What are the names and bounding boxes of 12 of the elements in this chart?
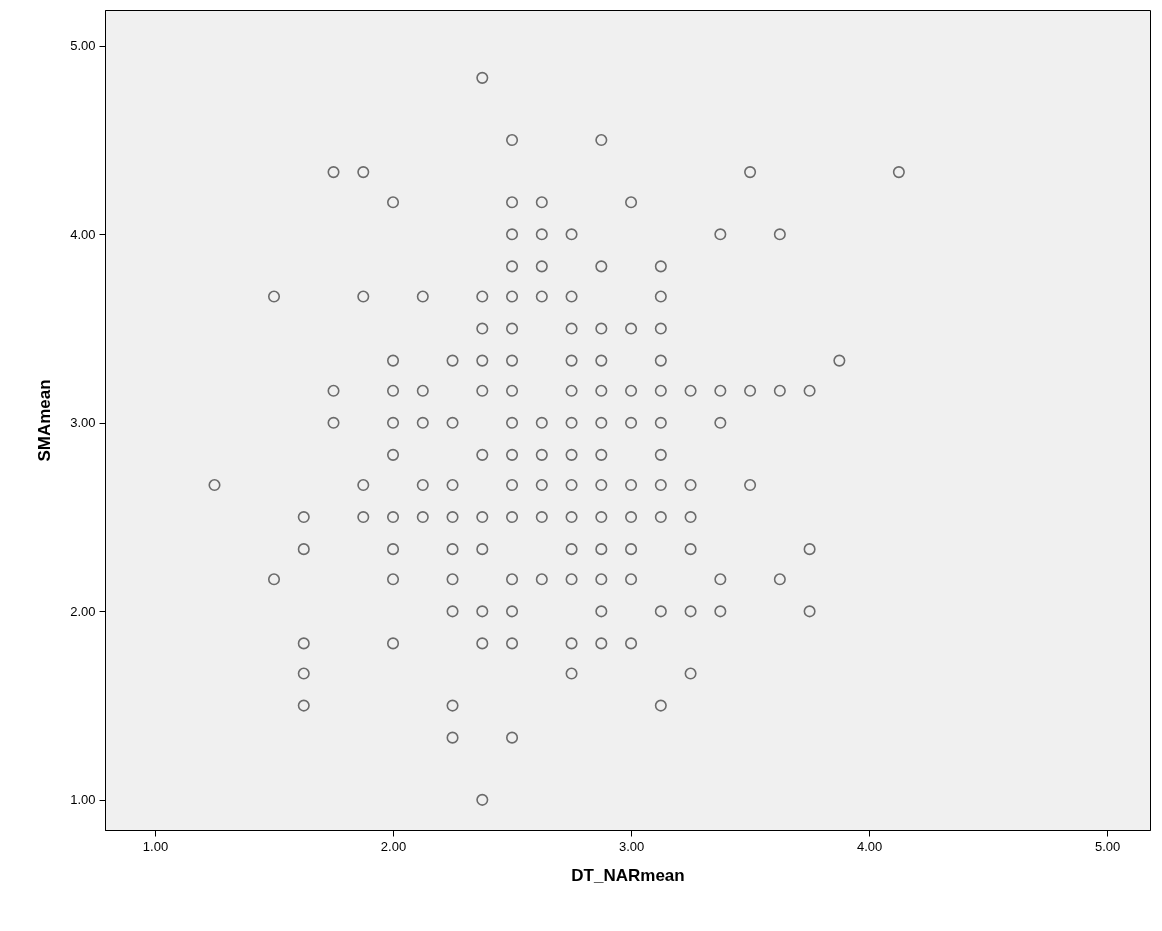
x-tick-label: 5.00 [1095, 838, 1121, 854]
x-tick-label: 1.00 [142, 838, 169, 854]
x-tick-label: 3.00 [618, 838, 645, 854]
y-tick-label: 1.00 [70, 792, 96, 808]
x-tick-label: 2.00 [380, 838, 407, 854]
y-tick-label: 4.00 [70, 226, 96, 242]
y-axis-title: SMAmean [35, 379, 55, 462]
y-tick-label: 2.00 [70, 603, 96, 619]
x-tick-label: 4.00 [856, 838, 883, 854]
y-tick-label: 3.00 [70, 415, 96, 431]
x-axis-title: DT_NARmean [571, 865, 685, 885]
y-tick-label: 5.00 [70, 38, 96, 54]
